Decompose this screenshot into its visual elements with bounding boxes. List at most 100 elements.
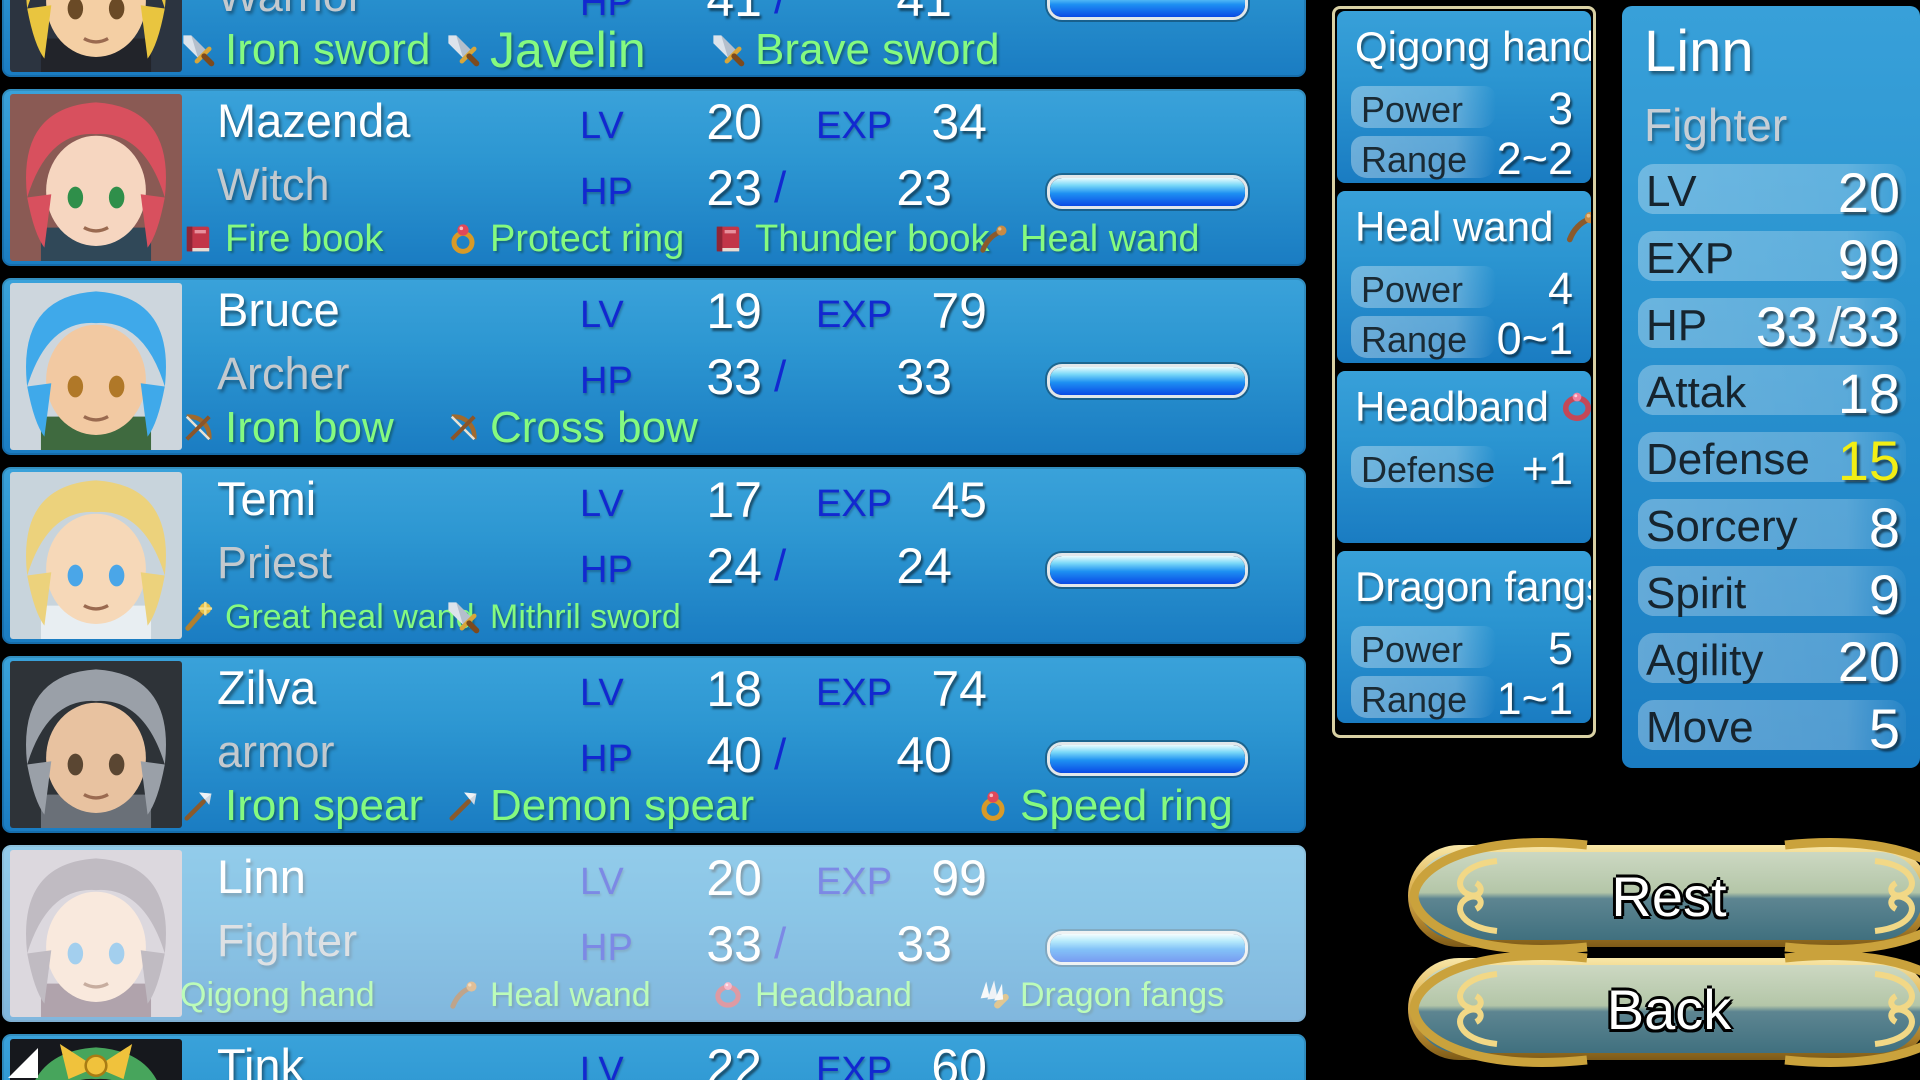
stat-pill — [1638, 432, 1906, 482]
portrait-tink — [10, 1039, 182, 1080]
exp-label: EXP — [816, 483, 893, 525]
stat-pill — [1638, 700, 1906, 750]
item-stat-row: Power 5 — [1351, 623, 1577, 674]
character-class: armor — [217, 726, 335, 777]
back-button-label: Back — [1606, 977, 1732, 1041]
wand-icon — [975, 221, 1011, 257]
stat-value: 5 — [1547, 623, 1573, 674]
roster-row-linn[interactable]: Linn Fighter LV 20 EXP 99 HP 33/33 Qigong hand He… — [2, 845, 1306, 1022]
hp-max: 41 — [794, 0, 952, 28]
item-card-qigong-hand[interactable]: Qigong hand Power 3 Range 2~2 — [1337, 11, 1591, 183]
scroll-indicator[interactable] — [8, 1048, 38, 1078]
stat-label: Sorcery — [1646, 502, 1798, 551]
exp-value: 79 — [931, 283, 987, 339]
item-name: Mithril sword — [490, 597, 681, 636]
item-card-heal-wand[interactable]: Heal wand Power 4 Range 0~1 — [1337, 191, 1591, 363]
stat-label: Attak — [1646, 368, 1747, 417]
roster-row-mazenda[interactable]: Mazenda Witch LV 20 EXP 34 HP 23/23 Fire book Pro… — [2, 89, 1306, 266]
stat-value: +1 — [1521, 443, 1573, 494]
item-card-headband[interactable]: Headband Defense +1 — [1337, 371, 1591, 543]
roster-list: WarriorLVEXPHP41/41Iron swordJavelinBrav… — [2, 0, 1306, 1080]
item-name: Great heal wand — [225, 597, 475, 636]
hp-label: HP — [580, 927, 633, 969]
stat-row-spirit: Spirit 9 — [1638, 560, 1906, 627]
rest-button[interactable]: Rest — [1408, 838, 1920, 954]
item-panel: Qigong hand Power 3 Range 2~2 Heal wand Power 4… — [1332, 6, 1596, 738]
exp-label: EXP — [816, 294, 893, 336]
roster-row-tink[interactable]: TinkLV22EXP60HP — [2, 1034, 1306, 1080]
stat-label: Range — [1361, 319, 1468, 360]
hp-bar-fill — [1050, 178, 1245, 206]
stat-label: Spirit — [1646, 569, 1747, 618]
lv-label: LV — [580, 105, 624, 147]
portrait-linn — [10, 850, 182, 1017]
item-name: Thunder book — [755, 217, 990, 260]
item-slot: Heal wand — [445, 976, 710, 1015]
hp-current: 33 — [1755, 295, 1818, 358]
item-list: Iron spear Demon spear Speed ring — [180, 781, 1240, 830]
hp-slash: / — [774, 919, 787, 968]
stat-row-sorcery: Sorcery 8 — [1638, 493, 1906, 560]
fangs-icon — [975, 977, 1011, 1013]
spear-icon — [445, 788, 481, 824]
hp-max: 23 — [896, 160, 952, 216]
stat-row-lv: LV 20 — [1638, 158, 1906, 225]
character-name: Temi — [217, 472, 317, 525]
item-title: Heal wand — [1355, 203, 1591, 251]
lv-label: LV — [580, 483, 624, 525]
book-icon — [710, 221, 746, 257]
item-list: Great heal wand Mithril sword — [180, 594, 1240, 640]
character-class: Witch — [217, 159, 330, 210]
bow-icon — [445, 410, 481, 446]
item-name: Cross bow — [490, 403, 698, 452]
stat-value: 18 — [1837, 362, 1900, 425]
stat-value: 5 — [1868, 697, 1900, 760]
stat-label: Defense — [1646, 435, 1810, 484]
bow-icon — [180, 410, 216, 446]
exp-value: 45 — [931, 472, 987, 528]
item-list: Qigong hand Heal wand Headband Dragon fangs — [180, 972, 1240, 1018]
stat-row-agility: Agility 20 — [1638, 627, 1906, 694]
roster-row-bruce[interactable]: Bruce Archer LV 19 EXP 79 HP 33/33 Iron bow Cross… — [2, 278, 1306, 455]
item-card-dragon-fangs[interactable]: Dragon fangs Power 5 Range 1~1 — [1337, 551, 1591, 723]
back-button[interactable]: Back — [1408, 951, 1920, 1067]
stats-character-class: Fighter — [1644, 99, 1788, 151]
item-name: Fire book — [225, 217, 384, 260]
stat-label: LV — [1646, 167, 1697, 216]
exp-value: 60 — [931, 1039, 987, 1080]
stat-row-attak: Attak 18 — [1638, 359, 1906, 426]
item-name: Iron spear — [225, 781, 424, 830]
stat-value: 99 — [1837, 228, 1900, 291]
hp-max: 33 — [896, 349, 952, 405]
roster-row-temi[interactable]: Temi Priest LV 17 EXP 45 HP 24/24 Great heal wan… — [2, 467, 1306, 644]
stat-label: Range — [1361, 679, 1468, 720]
hp-slash: / — [774, 0, 786, 24]
item-slot: Headband — [710, 976, 975, 1015]
hp-slash: / — [1828, 299, 1842, 352]
ring-icon — [445, 221, 481, 257]
book-icon — [180, 221, 216, 257]
stat-pill — [1351, 316, 1496, 358]
headband-icon — [710, 977, 746, 1013]
item-name: Heal wand — [1020, 217, 1200, 260]
lv-value: 19 — [706, 283, 762, 339]
character-class: Warrior — [217, 0, 363, 22]
stat-pill — [1638, 633, 1906, 683]
stat-pill — [1638, 231, 1906, 281]
item-title: Dragon fangs — [1355, 563, 1591, 611]
exp-label: EXP — [816, 1050, 893, 1080]
roster-row-zilva[interactable]: Zilva armor LV 18 EXP 74 HP 40/40 Iron spear Demo… — [2, 656, 1306, 833]
hp-bar — [1047, 364, 1248, 398]
roster-row-warrior[interactable]: WarriorLVEXPHP41/41Iron swordJavelinBrav… — [2, 0, 1306, 77]
hp-max: 40 — [896, 727, 952, 783]
sword-icon — [180, 32, 216, 68]
character-name: Tink — [217, 1039, 305, 1080]
item-slot: Fire book — [180, 218, 445, 261]
item-slot: Iron bow — [180, 403, 445, 453]
hp-label: HP — [580, 171, 633, 213]
stat-value: 8 — [1868, 496, 1900, 559]
item-list: Fire book Protect ring Thunder book Heal wa… — [180, 216, 1240, 262]
hp-label: HP — [580, 738, 633, 780]
stat-row-exp: EXP 99 — [1638, 225, 1906, 292]
